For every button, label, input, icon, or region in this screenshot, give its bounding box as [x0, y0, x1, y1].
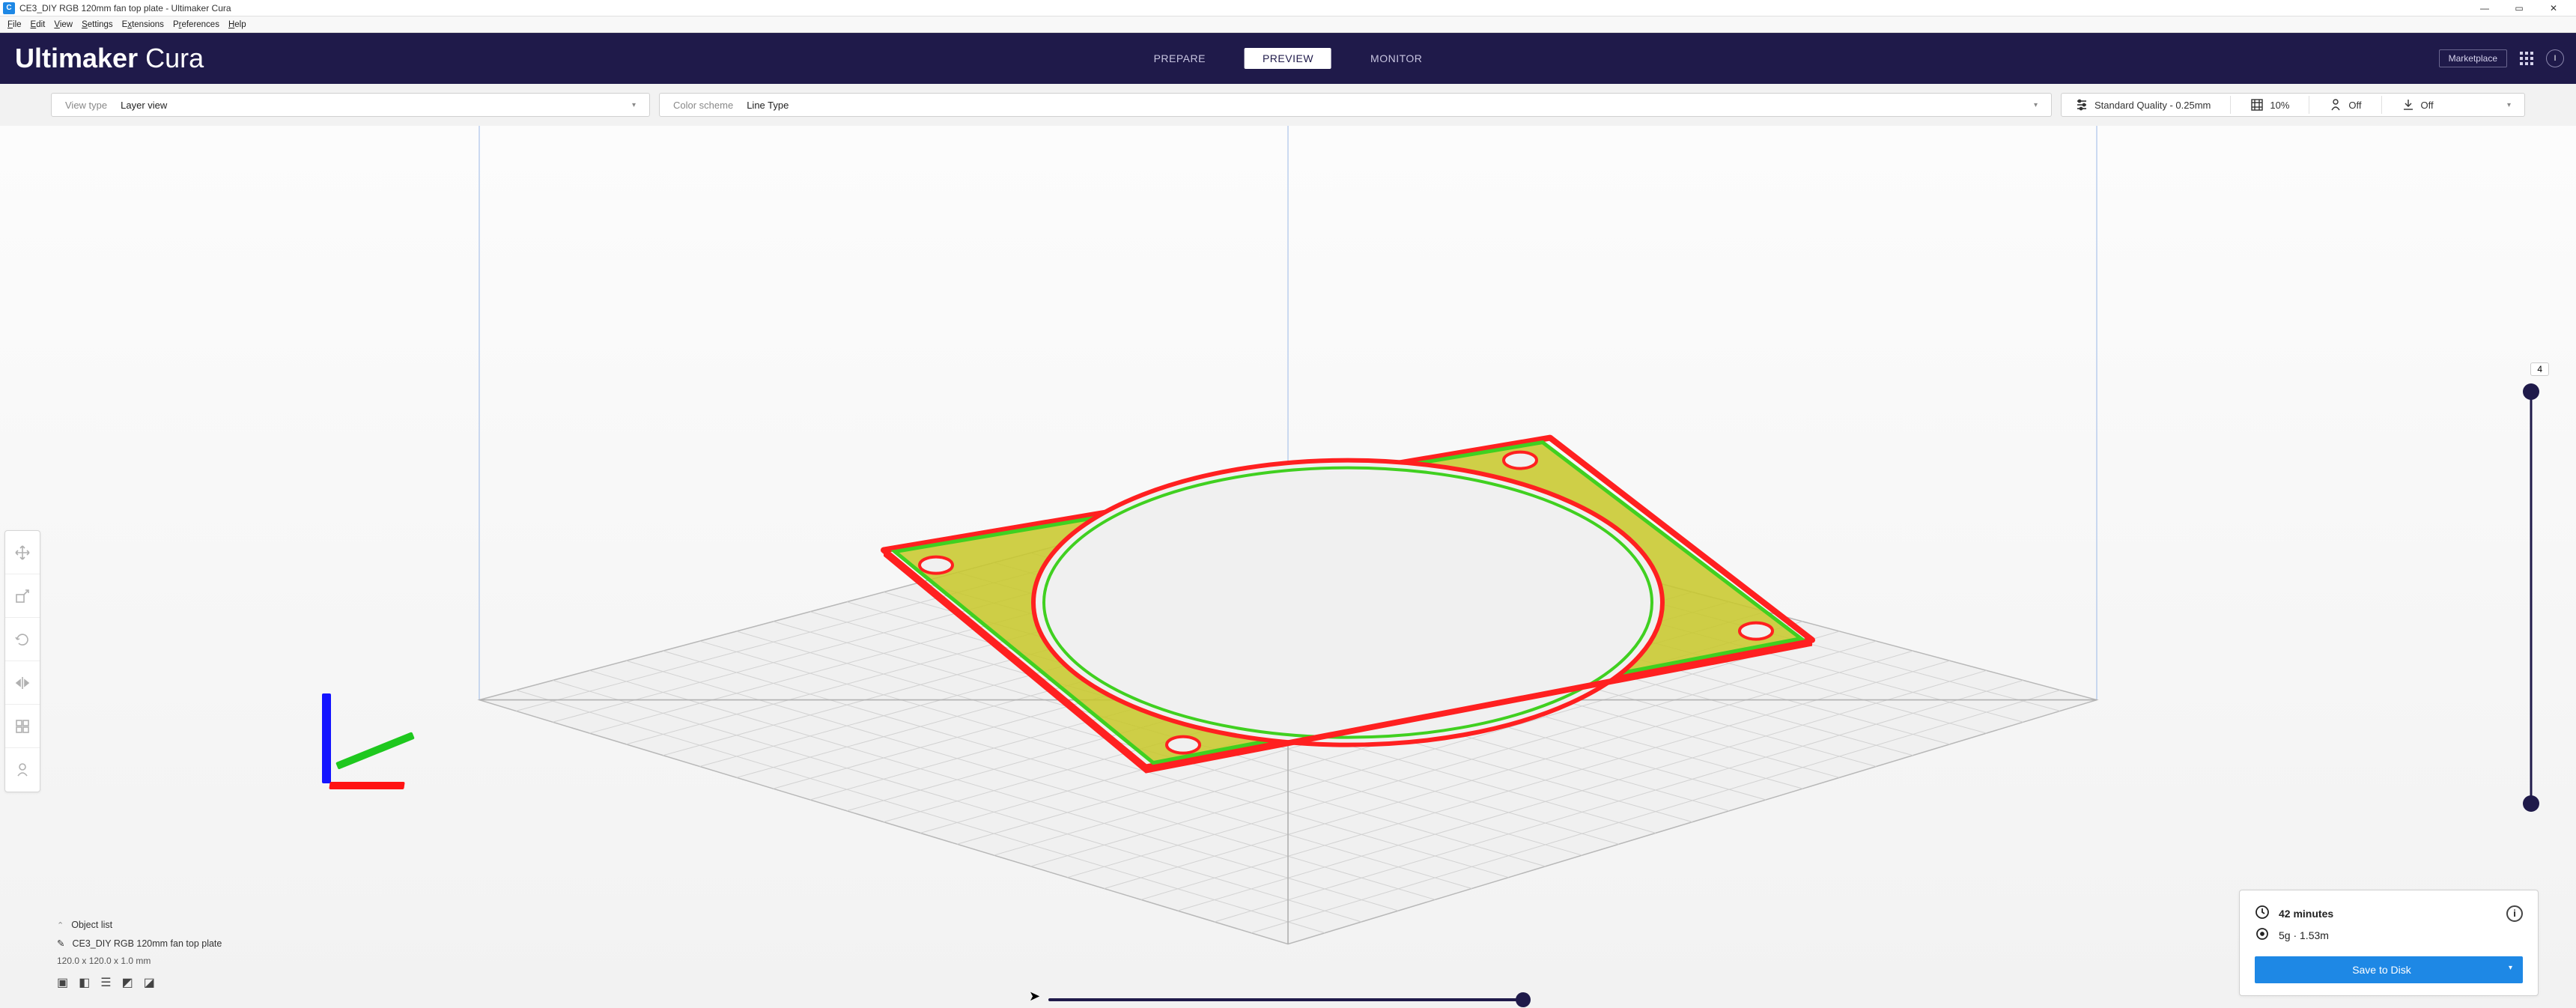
- print-settings-panel[interactable]: Standard Quality - 0.25mm 10% Off Off ▾: [2061, 93, 2525, 117]
- menu-edit[interactable]: Edit: [26, 20, 50, 29]
- scale-tool[interactable]: [5, 574, 40, 618]
- path-slider-handle[interactable]: [1516, 992, 1531, 1007]
- app-icon: C: [3, 2, 15, 14]
- logo-bold: Ultimaker: [15, 43, 138, 73]
- sliders-icon: [2075, 98, 2089, 112]
- view-solid-icon[interactable]: ▣: [57, 975, 68, 990]
- pencil-icon: ✎: [57, 938, 64, 949]
- per-model-tool[interactable]: [5, 705, 40, 748]
- material-icon: [2255, 926, 2270, 944]
- save-panel: 42 minutes i 5g · 1.53m Save to Disk ▾: [2239, 890, 2539, 996]
- close-button[interactable]: ✕: [2546, 3, 2561, 13]
- view-type-dropdown[interactable]: View type Layer view ▾: [51, 93, 650, 117]
- menu-settings[interactable]: Settings: [77, 20, 118, 29]
- save-to-disk-button[interactable]: Save to Disk ▾: [2255, 956, 2523, 983]
- settings-bar: View type Layer view ▾ Color scheme Line…: [0, 84, 2576, 126]
- stage-monitor[interactable]: MONITOR: [1352, 48, 1440, 69]
- object-list-item[interactable]: ✎ CE3_DIY RGB 120mm fan top plate: [57, 934, 222, 953]
- quality-value: Standard Quality - 0.25mm: [2094, 100, 2211, 111]
- view-mode-icons: ▣ ◧ ☰ ◩ ◪: [57, 975, 222, 990]
- menu-extensions[interactable]: Extensions: [118, 20, 168, 29]
- layer-slider[interactable]: 4: [2522, 380, 2540, 815]
- color-scheme-label: Color scheme: [673, 100, 733, 111]
- view-xray-icon[interactable]: ◧: [79, 975, 90, 990]
- stage-preview[interactable]: PREVIEW: [1245, 48, 1331, 69]
- window-title: CE3_DIY RGB 120mm fan top plate - Ultima…: [19, 3, 2477, 13]
- app-logo: Ultimaker Cura: [15, 43, 204, 74]
- view-layers-icon[interactable]: ☰: [100, 975, 111, 990]
- menu-preferences[interactable]: Preferences: [168, 20, 224, 29]
- x-axis: [329, 782, 404, 789]
- info-icon[interactable]: i: [2506, 905, 2523, 922]
- chevron-down-icon: ▾: [2034, 101, 2038, 109]
- marketplace-button[interactable]: Marketplace: [2439, 49, 2507, 67]
- stage-tabs: PREPARE PREVIEW MONITOR: [1136, 48, 1441, 69]
- z-axis: [322, 693, 331, 783]
- apps-grid-icon[interactable]: [2518, 49, 2536, 67]
- adhesion-icon: [2402, 98, 2415, 112]
- view-type-label: View type: [65, 100, 107, 111]
- chevron-up-icon: ⌃: [57, 920, 64, 930]
- menu-file[interactable]: File: [3, 20, 26, 29]
- object-name: CE3_DIY RGB 120mm fan top plate: [72, 938, 222, 949]
- 3d-viewport[interactable]: 4 ⌃ Object list ✎ CE3_DIY RGB 120mm fan …: [0, 126, 2576, 1008]
- menu-bar: File Edit View Settings Extensions Prefe…: [0, 16, 2576, 33]
- chevron-down-icon: ▾: [632, 101, 636, 109]
- support-value: Off: [2348, 100, 2361, 111]
- time-estimate: 42 minutes: [2279, 908, 2333, 920]
- brand-bar: Ultimaker Cura PREPARE PREVIEW MONITOR M…: [0, 33, 2576, 84]
- cursor-icon: ➤: [1029, 989, 1040, 1004]
- logo-light: Cura: [145, 43, 204, 73]
- mirror-tool[interactable]: [5, 661, 40, 705]
- object-dimensions: 120.0 x 120.0 x 1.0 mm: [57, 956, 222, 966]
- maximize-button[interactable]: ▭: [2512, 3, 2527, 13]
- color-scheme-dropdown[interactable]: Color scheme Line Type ▾: [659, 93, 2052, 117]
- path-slider[interactable]: ➤: [1048, 996, 1528, 1004]
- menu-help[interactable]: Help: [224, 20, 251, 29]
- minimize-button[interactable]: —: [2477, 3, 2492, 13]
- view-front-icon[interactable]: ◩: [122, 975, 133, 990]
- object-list-header: Object list: [71, 920, 112, 930]
- color-scheme-value: Line Type: [747, 100, 789, 111]
- clock-icon: [2255, 905, 2270, 922]
- view-type-value: Layer view: [121, 100, 167, 111]
- adhesion-value: Off: [2421, 100, 2434, 111]
- layer-max-badge: 4: [2530, 362, 2549, 376]
- save-button-label: Save to Disk: [2258, 964, 2504, 976]
- infill-value: 10%: [2270, 100, 2289, 111]
- chevron-down-icon: ▾: [2507, 101, 2511, 109]
- layer-slider-bottom-handle[interactable]: [2523, 795, 2539, 812]
- support-blocker-tool[interactable]: [5, 748, 40, 792]
- menu-view[interactable]: View: [49, 20, 77, 29]
- object-list-header-row[interactable]: ⌃ Object list: [57, 916, 222, 934]
- view-iso-icon[interactable]: ◪: [144, 975, 155, 990]
- object-list-panel: ⌃ Object list ✎ CE3_DIY RGB 120mm fan to…: [57, 916, 222, 990]
- stage-prepare[interactable]: PREPARE: [1136, 48, 1224, 69]
- infill-icon: [2250, 98, 2264, 112]
- support-icon: [2329, 98, 2342, 112]
- layer-slider-top-handle[interactable]: [2523, 383, 2539, 400]
- material-estimate: 5g · 1.53m: [2279, 929, 2329, 941]
- move-tool[interactable]: [5, 531, 40, 574]
- chevron-down-icon: ▾: [2509, 964, 2523, 972]
- build-plate: [389, 206, 2187, 959]
- window-titlebar: C CE3_DIY RGB 120mm fan top plate - Ulti…: [0, 0, 2576, 16]
- profile-icon[interactable]: I: [2546, 49, 2564, 67]
- rotate-tool[interactable]: [5, 618, 40, 661]
- transform-toolbar: [4, 530, 40, 792]
